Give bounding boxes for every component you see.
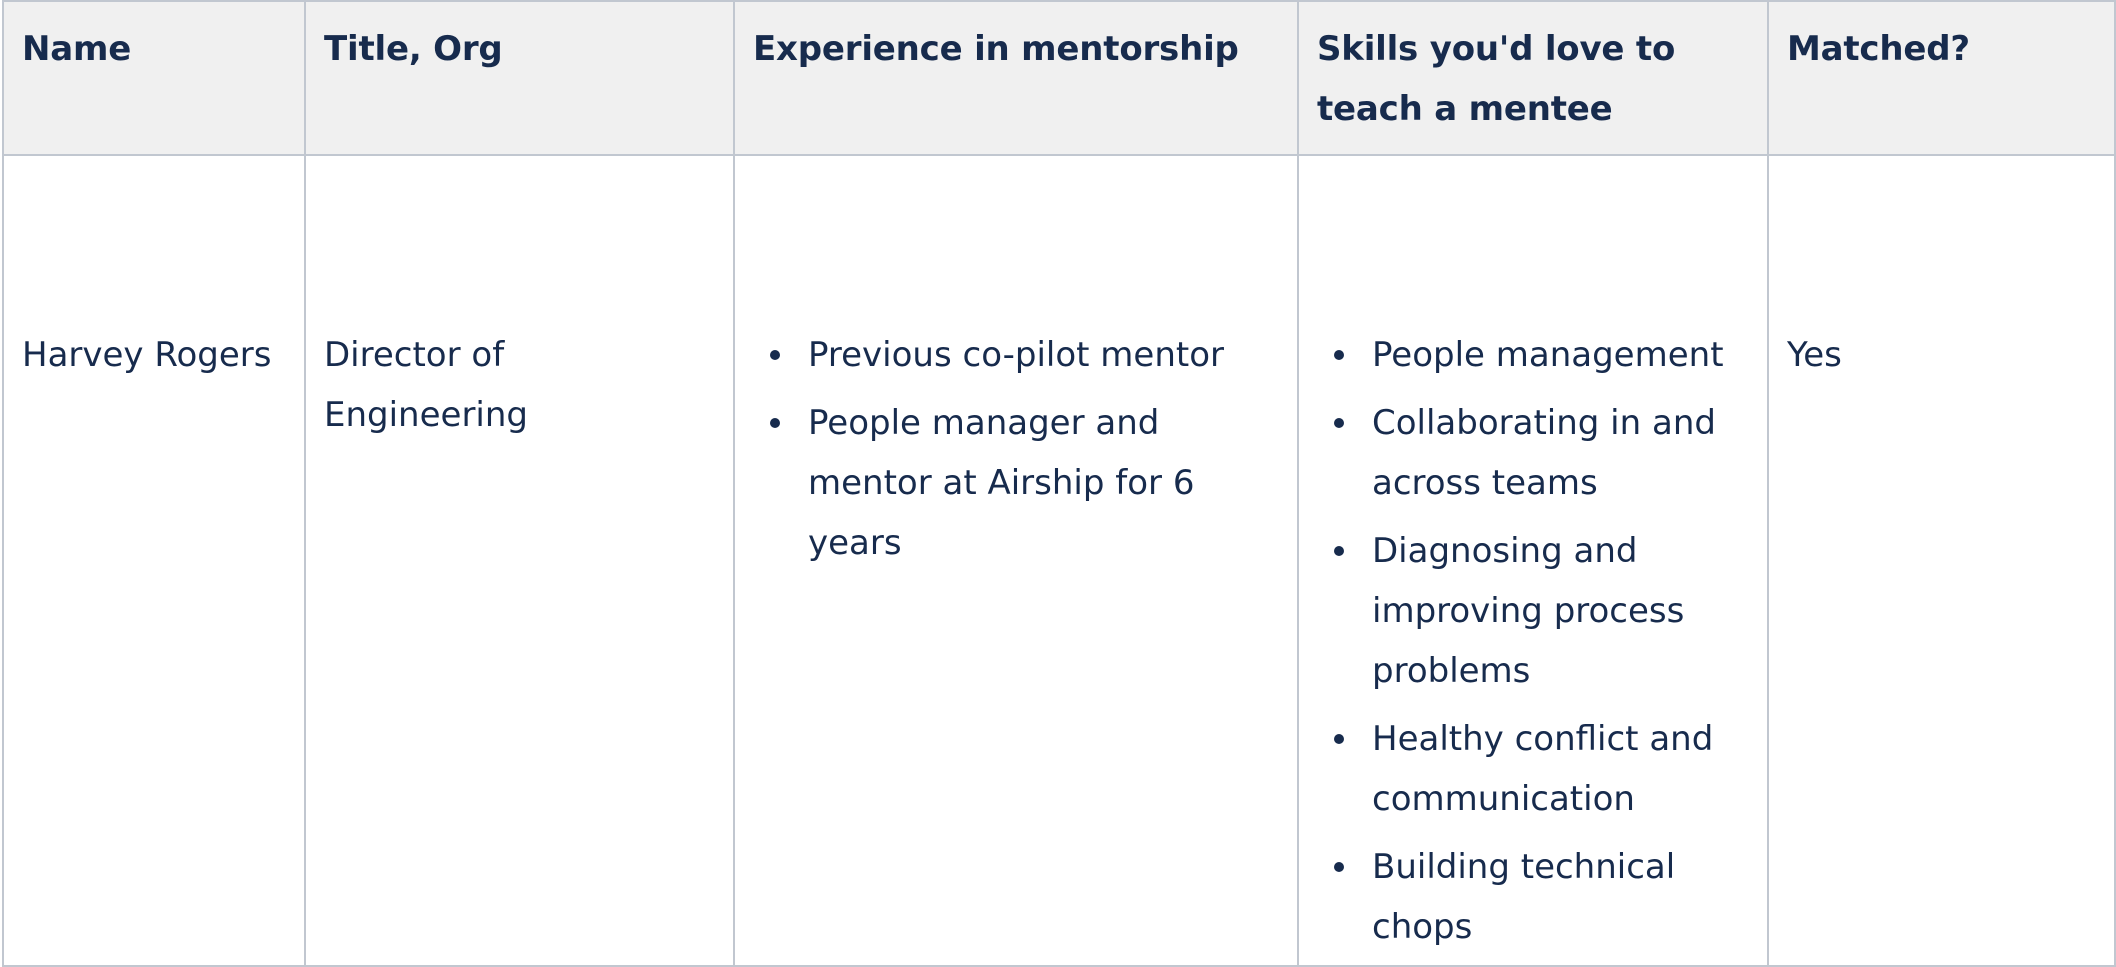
cell-title-org: Director of Engineering <box>304 154 735 967</box>
list-item: People management <box>1334 325 1749 385</box>
list-item: Diagnosing and improving process problem… <box>1334 521 1749 701</box>
header-name: Name <box>2 0 306 156</box>
table-header-row: Name Title, Org Experience in mentorship… <box>2 0 2116 156</box>
experience-list: Previous co-pilot mentor People manager … <box>753 325 1279 573</box>
list-item: Collaborating in and across teams <box>1334 393 1749 513</box>
cell-skills: People management Collaborating in and a… <box>1297 154 1769 967</box>
cell-name: Harvey Rogers <box>2 154 306 967</box>
cell-matched: Yes <box>1767 154 2116 967</box>
list-item: Building technical chops <box>1334 837 1749 957</box>
header-title-org: Title, Org <box>304 0 735 156</box>
skills-list: People management Collaborating in and a… <box>1317 325 1749 957</box>
list-item: Healthy conflict and communication <box>1334 709 1749 829</box>
header-matched: Matched? <box>1767 0 2116 156</box>
list-item: Previous co-pilot mentor <box>770 325 1279 385</box>
header-skills: Skills you'd love to teach a mentee <box>1297 0 1769 156</box>
list-item: People manager and mentor at Airship for… <box>770 393 1279 573</box>
header-experience: Experience in mentorship <box>733 0 1299 156</box>
cell-experience: Previous co-pilot mentor People manager … <box>733 154 1299 967</box>
table-row: Harvey Rogers Director of Engineering Pr… <box>2 154 2116 967</box>
